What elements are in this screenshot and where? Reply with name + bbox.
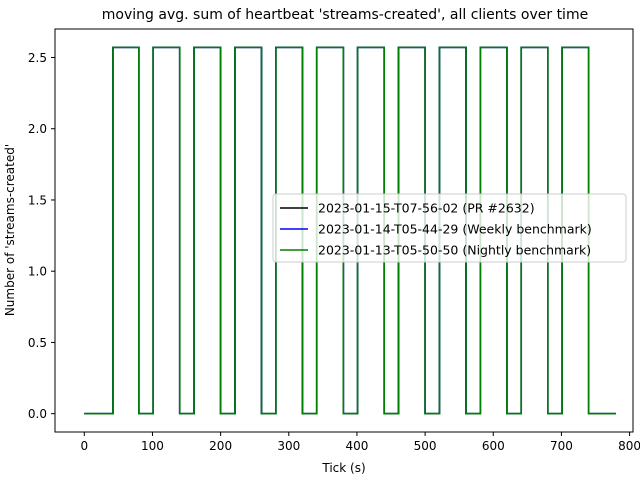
y-tick-label-4: 2.0	[28, 122, 47, 136]
y-tick-label-5: 2.5	[28, 51, 47, 65]
plot-frame	[54, 28, 634, 433]
y-axis: 0.0 0.5 1.0 1.5 2.0 2.5	[28, 51, 55, 421]
x-tick-label-2: 200	[209, 439, 232, 453]
legend-box	[272, 193, 627, 263]
y-tick-label-2: 1.0	[28, 265, 47, 279]
legend: 2023-01-15-T07-56-02 (PR #2632) 2023-01-1…	[272, 193, 627, 263]
series-line-2	[84, 46, 616, 415]
x-tick-label-7: 700	[550, 439, 573, 453]
x-tick-label-8: 800	[618, 439, 640, 453]
x-tick-label-6: 600	[482, 439, 505, 453]
chart-title: moving avg. sum of heartbeat 'streams-cr…	[102, 7, 588, 23]
x-tick-label-3: 300	[277, 439, 300, 453]
y-tick-label-3: 1.5	[28, 193, 47, 207]
y-tick-label-1: 0.5	[28, 336, 47, 350]
series-group	[84, 46, 616, 415]
x-tick-label-4: 400	[345, 439, 368, 453]
x-axis: 0 100 200 300 400 500 600 700 800	[80, 432, 640, 453]
x-tick-label-1: 100	[141, 439, 164, 453]
x-tick-label-0: 0	[80, 439, 88, 453]
legend-label-2: 2023-01-13-T05-50-50 (Nightly benchmark)	[318, 243, 591, 258]
legend-label-1: 2023-01-14-T05-44-29 (Weekly benchmark)	[318, 222, 592, 237]
x-axis-label: Tick (s)	[321, 461, 365, 475]
y-tick-label-0: 0.0	[28, 407, 47, 421]
x-tick-label-5: 500	[414, 439, 437, 453]
legend-label-0: 2023-01-15-T07-56-02 (PR #2632)	[318, 201, 535, 216]
y-axis-label: Number of 'streams-created'	[3, 144, 17, 316]
